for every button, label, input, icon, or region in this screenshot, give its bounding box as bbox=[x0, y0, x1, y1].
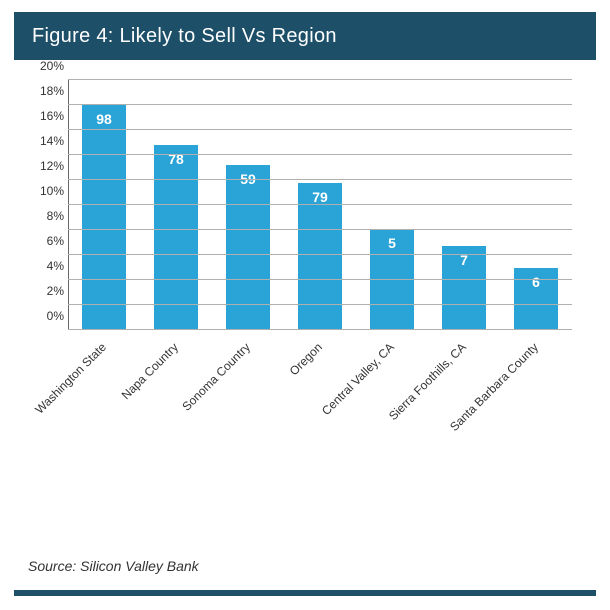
y-tick-label: 0% bbox=[28, 309, 64, 323]
x-tick-label: Sierra Foothills, CA bbox=[386, 340, 469, 423]
gridline bbox=[68, 279, 572, 280]
y-tick-label: 8% bbox=[28, 209, 64, 223]
y-tick-label: 16% bbox=[28, 109, 64, 123]
gridline bbox=[68, 129, 572, 130]
bar: 78 bbox=[154, 145, 199, 330]
bar: 59 bbox=[226, 165, 271, 330]
bottom-rule bbox=[14, 590, 596, 596]
bars-group: 98 7859 79 5 7 6 bbox=[68, 80, 572, 330]
gridline bbox=[68, 229, 572, 230]
bar-value-label: 5 bbox=[370, 235, 415, 251]
gridline bbox=[68, 179, 572, 180]
gridline bbox=[68, 204, 572, 205]
y-tick-label: 2% bbox=[28, 284, 64, 298]
gridline bbox=[68, 254, 572, 255]
x-tick-label: Oregon bbox=[287, 340, 325, 378]
y-tick-label: 6% bbox=[28, 234, 64, 248]
gridline bbox=[68, 104, 572, 105]
y-tick-label: 18% bbox=[28, 84, 64, 98]
x-tick-label: Washington State bbox=[32, 340, 109, 417]
bar-value-label: 79 bbox=[298, 189, 343, 205]
bar: 7 bbox=[442, 246, 487, 330]
bar-value-label: 98 bbox=[82, 111, 127, 127]
figure-title: Figure 4: Likely to Sell Vs Region bbox=[14, 12, 596, 60]
x-tick-label: Central Valley, CA bbox=[319, 340, 397, 418]
y-tick-label: 20% bbox=[28, 59, 64, 73]
chart-source: Source: Silicon Valley Bank bbox=[28, 558, 199, 574]
gridline bbox=[68, 79, 572, 80]
bar-chart: 98785979576 0%2%4%6%8%10%12%14%16%18%20%… bbox=[28, 80, 582, 440]
figure-container: Figure 4: Likely to Sell Vs Region 98785… bbox=[0, 0, 610, 610]
x-tick-label: Napa Country bbox=[119, 340, 181, 402]
gridline bbox=[68, 154, 572, 155]
bar: 6 bbox=[514, 268, 559, 331]
x-labels-group: Washington StateNapa CountrySonoma Count… bbox=[68, 330, 572, 440]
y-tick-label: 4% bbox=[28, 259, 64, 273]
gridline bbox=[68, 304, 572, 305]
x-tick-label: Sonoma Country bbox=[179, 340, 253, 414]
y-tick-label: 12% bbox=[28, 159, 64, 173]
bar-value-label: 6 bbox=[514, 274, 559, 290]
plot-area: 98785979576 0%2%4%6%8%10%12%14%16%18%20% bbox=[68, 80, 572, 330]
y-tick-label: 10% bbox=[28, 184, 64, 198]
bar: 98 bbox=[82, 105, 127, 330]
y-tick-label: 14% bbox=[28, 134, 64, 148]
